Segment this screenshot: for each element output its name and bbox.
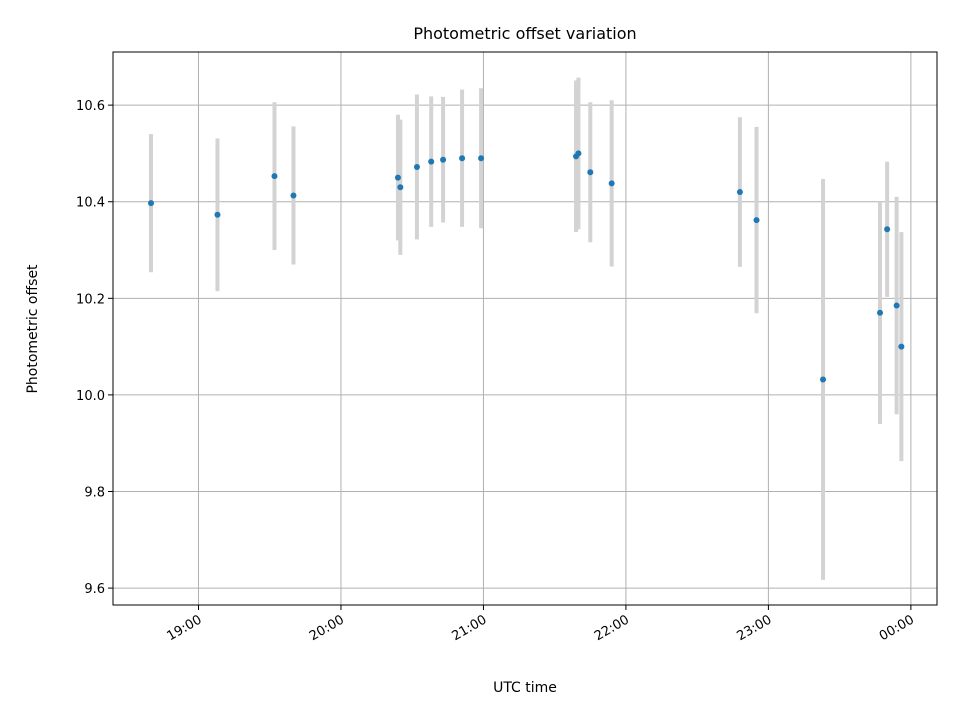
y-axis-ticks: 9.6 9.8 10.0 10.2 10.4 10.6: [76, 99, 113, 597]
data-point: [893, 302, 900, 309]
y-tick-label: 10.2: [76, 292, 105, 307]
data-point: [440, 156, 447, 163]
data-point: [898, 343, 905, 350]
data-point: [413, 163, 420, 170]
data-point: [394, 174, 401, 181]
x-axis-label: UTC time: [493, 680, 557, 696]
data-point: [290, 192, 297, 199]
data-point: [575, 150, 582, 157]
y-axis-label: Photometric offset: [25, 264, 41, 394]
data-point: [736, 189, 743, 196]
y-tick-label: 9.6: [84, 582, 105, 597]
data-point: [587, 169, 594, 176]
data-point: [608, 180, 615, 187]
data-point: [877, 309, 884, 316]
data-point: [459, 155, 466, 162]
data-point: [884, 226, 891, 233]
y-tick-label: 10.4: [76, 196, 105, 211]
y-tick-label: 10.6: [76, 99, 105, 114]
data-point: [428, 158, 435, 165]
data-point: [271, 173, 278, 180]
y-tick-label: 10.0: [76, 389, 105, 404]
data-point: [214, 211, 221, 218]
data-points: [147, 150, 905, 383]
plot-frame: [112, 51, 938, 606]
data-point: [478, 155, 485, 162]
grid: [113, 52, 937, 605]
data-point: [147, 200, 154, 207]
data-point: [397, 184, 404, 191]
y-tick-label: 9.8: [84, 486, 105, 501]
data-point: [753, 217, 760, 224]
data-point: [820, 376, 827, 383]
chart-title: Photometric offset variation: [413, 24, 636, 43]
